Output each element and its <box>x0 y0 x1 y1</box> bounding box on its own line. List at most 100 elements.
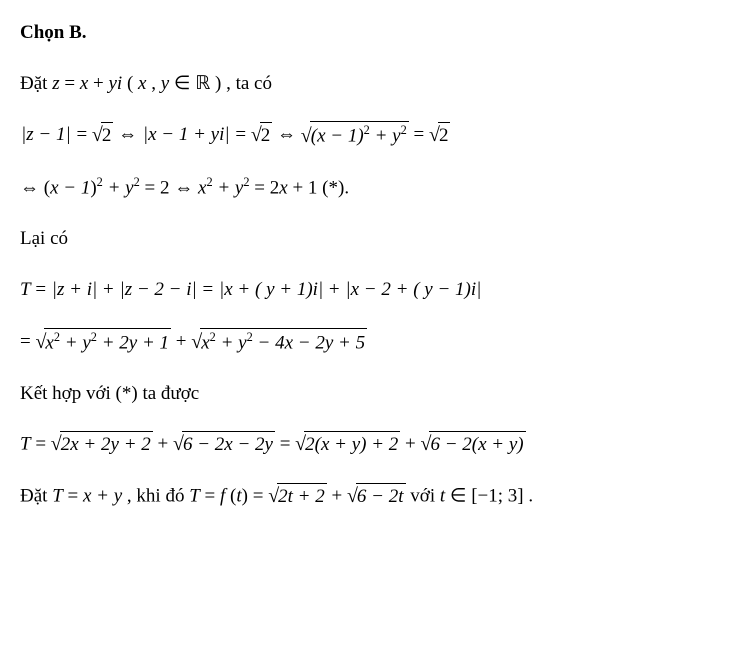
var-z: z <box>52 73 59 94</box>
eq: = <box>253 486 268 507</box>
sqrt1: x2 + y2 + 2y + 1 <box>35 328 171 357</box>
sqrt-body: 2(x + y) + 2 <box>304 431 400 459</box>
plus: + <box>332 486 347 507</box>
r2a: x <box>201 332 209 353</box>
radicand-a: (x − 1) <box>311 126 364 147</box>
plus: + <box>405 434 420 455</box>
exp: 2 <box>97 175 103 189</box>
eq: = <box>64 73 79 94</box>
line-T-sqrt: = x2 + y2 + 2y + 1 + x2 + y2 − 4x − 2y +… <box>20 328 732 357</box>
sqrt1: 2x + 2y + 2 <box>51 431 153 459</box>
exp: 2 <box>134 175 140 189</box>
eq: = <box>35 279 50 300</box>
exp: 2 <box>243 175 249 189</box>
sqrt-body: 2 <box>260 122 273 150</box>
sqrt-body: 6 − 2x − 2y <box>182 431 275 459</box>
sqrt2: 6 − 2t <box>347 483 406 511</box>
plus: + <box>176 331 191 352</box>
sqrt-body: 6 − 2t <box>356 483 406 511</box>
sqrt-body: 2 <box>438 122 451 150</box>
tail: + 1 (*). <box>288 178 349 199</box>
text: với <box>410 486 440 507</box>
sqrt-body: x2 + y2 − 4x − 2y + 5 <box>200 328 367 357</box>
line-lai-co: Lại có <box>20 226 732 253</box>
comma: , <box>151 73 161 94</box>
abs1: z + i <box>51 279 98 300</box>
dot: . <box>528 486 533 507</box>
abs-z-1: z − 1 <box>20 124 72 145</box>
eq: = <box>414 124 429 145</box>
r2b: + y <box>216 332 247 353</box>
text: , khi đó <box>127 486 189 507</box>
line-T-sub: T = 2x + 2y + 2 + 6 − 2x − 2y = 2(x + y)… <box>20 431 732 459</box>
var-y: y <box>161 73 169 94</box>
line-set-z: Đặt z = x + yi ( x , y ∈ ℝ ) , ta có <box>20 71 732 98</box>
exp: 2 <box>206 175 212 189</box>
line-ket-hop: Kết hợp với (*) ta được <box>20 381 732 408</box>
radicand-b: + y <box>370 126 401 147</box>
line-expand: ⇔ (x − 1)2 + y2 = 2 ⇔ x2 + y2 = 2x + 1 (… <box>20 174 732 202</box>
plus: + <box>158 434 173 455</box>
sqrt2: 2 <box>429 122 450 150</box>
r2c: − 4x − 2y + 5 <box>253 332 365 353</box>
sqrt4: 6 − 2(x + y) <box>421 431 526 459</box>
var-T: T <box>20 434 31 455</box>
sqrt-body: 2 <box>101 122 114 150</box>
exp: 2 <box>91 330 97 344</box>
eq: = <box>205 486 220 507</box>
real-set: ℝ <box>195 73 210 94</box>
var-xy: x + y <box>83 486 122 507</box>
var-x: x <box>279 178 287 199</box>
sqrt3: 2(x + y) + 2 <box>295 431 400 459</box>
eq: = <box>76 124 91 145</box>
exp: 2 <box>247 330 253 344</box>
abs2: z − 2 − i <box>118 279 197 300</box>
sqrt2: 2 <box>92 122 113 150</box>
answer-heading: Chọn B. <box>20 20 732 47</box>
exp: 2 <box>54 330 60 344</box>
eq: = <box>280 434 295 455</box>
var-T: T <box>20 279 31 300</box>
sqrt1: 2t + 2 <box>268 483 327 511</box>
inner: x − 1 <box>50 178 90 199</box>
text: , ta có <box>226 73 272 94</box>
text: Đặt <box>20 73 52 94</box>
in: ∈ <box>450 486 467 507</box>
var-T: T <box>52 486 63 507</box>
plus: + <box>103 279 118 300</box>
iff: ⇔ <box>20 178 44 199</box>
sqrt-big: (x − 1)2 + y2 <box>301 121 409 150</box>
var-T2: T <box>189 486 200 507</box>
plus-y: + y <box>108 178 134 199</box>
interval: [−1; 3] <box>471 486 523 507</box>
close: ) <box>215 73 221 94</box>
exp: 2 <box>401 123 407 137</box>
line-T-def: T = z + i + z − 2 − i = x + ( y + 1)i + … <box>20 277 732 304</box>
plus-y: + y <box>217 178 243 199</box>
plus: + <box>329 279 344 300</box>
line-modulus-eq: z − 1 = 2 ⇔ x − 1 + yi = 2 ⇔ (x − 1)2 + … <box>20 121 732 150</box>
plus: + <box>93 73 108 94</box>
var-x: x <box>80 73 88 94</box>
eq: = 2 <box>254 178 279 199</box>
close: ) <box>242 486 248 507</box>
sqrt2: 2 <box>251 122 272 150</box>
exp: 2 <box>210 330 216 344</box>
text: Đặt <box>20 486 52 507</box>
sqrt-body: 2t + 2 <box>277 483 327 511</box>
abs3: x + ( y + 1)i <box>218 279 324 300</box>
eq: = <box>68 486 83 507</box>
open: ( <box>127 73 133 94</box>
sqrt2: 6 − 2x − 2y <box>173 431 275 459</box>
exp: 2 <box>364 123 370 137</box>
eq: = <box>20 331 35 352</box>
eq: = <box>235 124 250 145</box>
r1c: + 2y + 1 <box>97 332 169 353</box>
abs-x-1-yi: x − 1 + yi <box>142 124 231 145</box>
var-yi: yi <box>108 73 122 94</box>
r1a: x <box>45 332 53 353</box>
sqrt2: x2 + y2 − 4x − 2y + 5 <box>191 328 367 357</box>
in: ∈ <box>174 73 195 94</box>
eq: = <box>35 434 50 455</box>
mid: = 2 ⇔ <box>145 178 198 199</box>
